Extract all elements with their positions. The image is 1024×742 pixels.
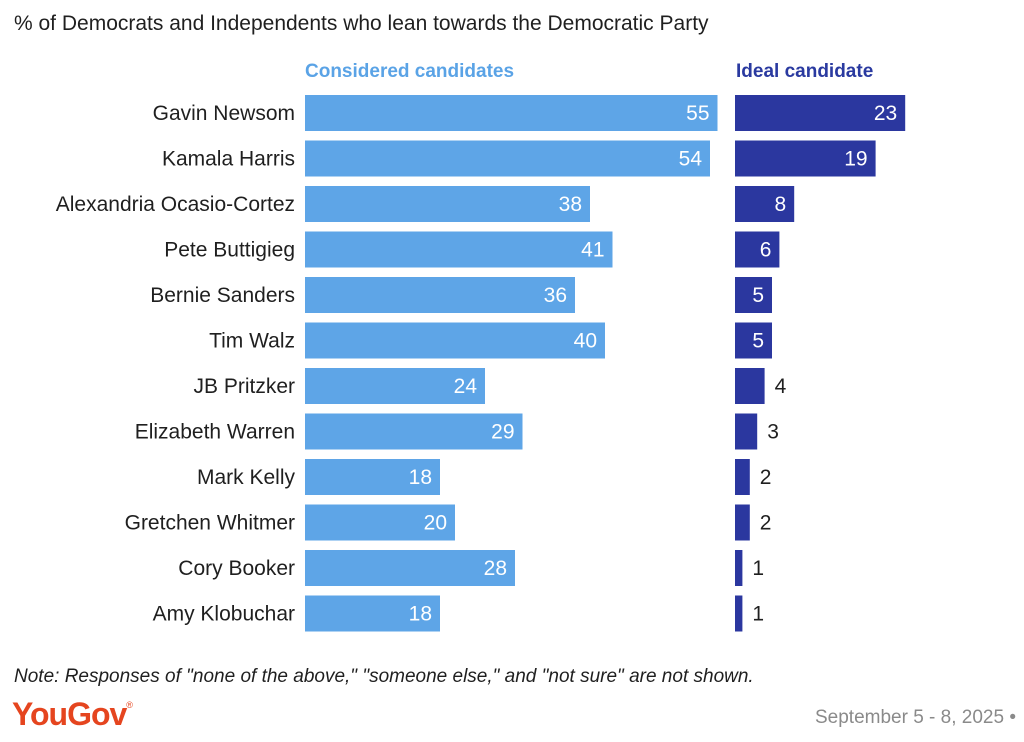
- bar-considered-mark-kelly: [305, 459, 440, 495]
- value-ideal-elizabeth-warren: 3: [767, 421, 779, 444]
- bar-ideal-jb-pritzker: [735, 368, 765, 404]
- bar-ideal-elizabeth-warren: [735, 413, 758, 450]
- logo-registered-mark: ®: [126, 700, 133, 710]
- date-dot: •: [1009, 707, 1016, 728]
- bar-considered-jb-pritzker: [305, 368, 485, 404]
- bar-considered-bernie-sanders: [305, 277, 575, 313]
- category-label-pete-buttigieg: Pete Buttigieg: [164, 239, 295, 262]
- value-considered-mark-kelly: 18: [409, 466, 432, 489]
- footnote: Note: Responses of "none of the above," …: [14, 666, 754, 687]
- value-ideal-cory-booker: 1: [752, 557, 764, 580]
- value-ideal-mark-kelly: 2: [760, 466, 772, 489]
- bar-considered-cory-booker: [305, 550, 515, 586]
- survey-date-text: September 5 - 8, 2025: [814, 707, 1005, 728]
- bar-ideal-gavin-newsom: [735, 95, 906, 131]
- value-considered-cory-booker: 28: [484, 557, 507, 580]
- bar-considered-alexandria-ocasio-cortez: [305, 186, 590, 222]
- value-ideal-jb-pritzker: 4: [775, 375, 787, 398]
- value-considered-tim-walz: 40: [574, 330, 597, 353]
- value-ideal-pete-buttigieg: 6: [760, 239, 772, 262]
- category-label-gretchen-whitmer: Gretchen Whitmer: [125, 512, 295, 535]
- bar-ideal-cory-booker: [735, 550, 743, 586]
- value-ideal-kamala-harris: 19: [844, 148, 867, 171]
- bar-considered-pete-buttigieg: [305, 231, 613, 268]
- legend-ideal-candidate: Ideal candidate: [736, 61, 874, 82]
- category-label-cory-booker: Cory Booker: [178, 557, 295, 580]
- bar-ideal-kamala-harris: [735, 140, 876, 177]
- value-considered-amy-klobuchar: 18: [409, 603, 432, 626]
- value-considered-gretchen-whitmer: 20: [424, 512, 447, 535]
- bar-ideal-amy-klobuchar: [735, 595, 743, 632]
- value-considered-pete-buttigieg: 41: [581, 239, 604, 262]
- value-ideal-tim-walz: 5: [752, 330, 764, 353]
- legend-considered-candidates: Considered candidates: [305, 61, 515, 82]
- bar-ideal-pete-buttigieg: [735, 231, 780, 268]
- value-ideal-bernie-sanders: 5: [752, 284, 764, 307]
- bar-considered-elizabeth-warren: [305, 413, 523, 450]
- bar-ideal-mark-kelly: [735, 459, 750, 495]
- value-considered-gavin-newsom: 55: [686, 102, 709, 125]
- category-label-amy-klobuchar: Amy Klobuchar: [153, 603, 295, 626]
- category-label-bernie-sanders: Bernie Sanders: [150, 284, 295, 307]
- bar-considered-tim-walz: [305, 322, 605, 359]
- value-ideal-gretchen-whitmer: 2: [760, 512, 772, 535]
- bar-ideal-gretchen-whitmer: [735, 504, 750, 541]
- category-label-alexandria-ocasio-cortez: Alexandria Ocasio-Cortez: [56, 193, 295, 216]
- value-considered-alexandria-ocasio-cortez: 38: [559, 193, 582, 216]
- category-label-tim-walz: Tim Walz: [209, 330, 295, 353]
- bar-considered-gavin-newsom: [305, 95, 718, 131]
- value-ideal-gavin-newsom: 23: [874, 102, 897, 125]
- value-considered-kamala-harris: 54: [679, 148, 703, 171]
- category-label-elizabeth-warren: Elizabeth Warren: [135, 421, 295, 444]
- bar-considered-amy-klobuchar: [305, 595, 440, 632]
- logo-text: YouGov: [12, 696, 127, 732]
- bar-ideal-tim-walz: [735, 322, 772, 359]
- value-considered-bernie-sanders: 36: [544, 284, 567, 307]
- bar-ideal-bernie-sanders: [735, 277, 772, 313]
- category-label-jb-pritzker: JB Pritzker: [193, 375, 295, 398]
- chart-title: % of Democrats and Independents who lean…: [14, 12, 709, 35]
- category-label-gavin-newsom: Gavin Newsom: [153, 102, 295, 125]
- bar-ideal-alexandria-ocasio-cortez: [735, 186, 795, 222]
- yougov-logo: YouGov®: [12, 696, 133, 733]
- category-label-mark-kelly: Mark Kelly: [197, 466, 296, 489]
- survey-date: September 5 - 8, 2025 •: [815, 707, 1016, 729]
- value-considered-elizabeth-warren: 29: [491, 421, 514, 444]
- category-label-kamala-harris: Kamala Harris: [162, 148, 295, 171]
- bar-considered-kamala-harris: [305, 140, 710, 177]
- bar-considered-gretchen-whitmer: [305, 504, 455, 541]
- value-considered-jb-pritzker: 24: [454, 375, 478, 398]
- value-ideal-alexandria-ocasio-cortez: 8: [775, 193, 787, 216]
- value-ideal-amy-klobuchar: 1: [752, 603, 764, 626]
